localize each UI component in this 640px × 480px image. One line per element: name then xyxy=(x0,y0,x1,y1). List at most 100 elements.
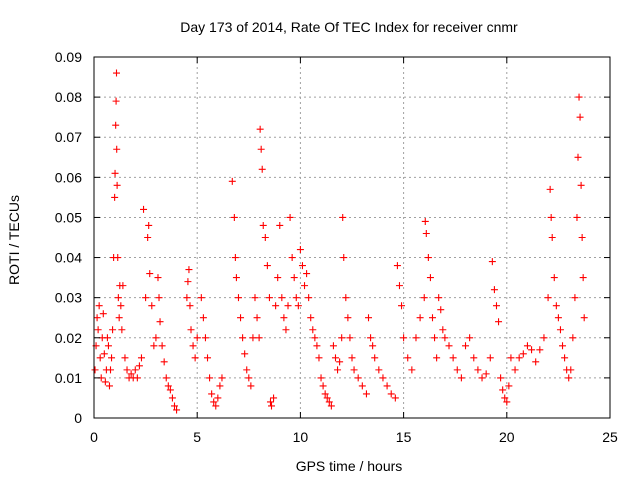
chart-title: Day 173 of 2014, Rate Of TEC Index for r… xyxy=(180,19,518,35)
data-point xyxy=(400,334,408,342)
x-tick-label: 15 xyxy=(396,429,412,445)
axis-ticks: 0 5 10 15 20 25 0 0.01 0.02 0.03 0.04 0.05 0.06 0.07 0… xyxy=(55,49,618,445)
data-point xyxy=(243,366,251,374)
data-point xyxy=(379,374,387,382)
data-point xyxy=(239,334,247,342)
data-point xyxy=(212,402,220,410)
data-point xyxy=(288,254,296,262)
data-point xyxy=(362,390,370,398)
data-point xyxy=(204,354,212,362)
data-point xyxy=(100,350,108,358)
data-point xyxy=(294,302,302,310)
data-point xyxy=(579,274,587,282)
data-point xyxy=(383,382,391,390)
data-point xyxy=(253,314,261,322)
data-point xyxy=(292,294,300,302)
data-point xyxy=(435,294,443,302)
data-point xyxy=(272,302,280,310)
data-point xyxy=(327,402,335,410)
data-point xyxy=(528,346,536,354)
data-point xyxy=(144,234,152,241)
data-point xyxy=(416,314,424,322)
data-point xyxy=(344,314,352,322)
data-point xyxy=(101,378,109,386)
data-point xyxy=(146,270,154,278)
data-point xyxy=(433,354,441,362)
data-point xyxy=(113,145,121,153)
data-point xyxy=(247,382,255,390)
data-point xyxy=(298,262,306,270)
data-point xyxy=(135,362,143,370)
y-axis-label: ROTI / TECUs xyxy=(6,195,22,285)
data-point xyxy=(466,334,474,342)
data-point xyxy=(119,282,127,290)
data-point xyxy=(325,398,333,406)
data-point xyxy=(305,294,313,302)
data-point xyxy=(270,394,278,402)
data-point xyxy=(313,342,321,350)
data-point xyxy=(256,125,264,133)
data-point xyxy=(131,366,139,374)
data-point xyxy=(323,394,331,402)
data-point xyxy=(142,294,150,302)
data-point xyxy=(95,302,103,310)
data-point xyxy=(387,390,395,398)
data-point xyxy=(478,374,486,382)
data-point xyxy=(112,97,120,105)
data-point xyxy=(189,342,197,350)
data-point xyxy=(148,302,156,310)
x-axis-label: GPS time / hours xyxy=(296,458,403,474)
data-point xyxy=(523,342,531,350)
data-point xyxy=(552,302,560,310)
data-point xyxy=(453,366,461,374)
data-point xyxy=(214,394,222,402)
grid-lines xyxy=(94,57,610,418)
data-point xyxy=(241,350,249,358)
y-tick-label: 0 xyxy=(74,410,82,426)
data-point xyxy=(104,342,112,350)
data-points xyxy=(91,69,588,414)
data-point xyxy=(350,366,358,374)
data-point xyxy=(284,302,292,310)
data-point xyxy=(462,342,470,350)
data-point xyxy=(336,358,344,366)
data-point xyxy=(109,326,117,334)
y-tick-label: 0.04 xyxy=(55,250,82,266)
data-point xyxy=(261,234,269,241)
data-point xyxy=(437,306,445,314)
data-point xyxy=(94,326,102,334)
data-point xyxy=(185,266,193,274)
data-point xyxy=(154,274,162,282)
data-point xyxy=(266,398,274,406)
data-point xyxy=(354,374,362,382)
data-point xyxy=(117,302,125,310)
x-tick-label: 0 xyxy=(90,429,98,445)
data-point xyxy=(511,366,519,374)
data-point xyxy=(315,354,323,362)
data-point xyxy=(309,326,317,334)
plot-frame xyxy=(93,56,611,419)
data-point xyxy=(158,342,166,350)
data-point xyxy=(113,181,121,189)
data-point xyxy=(234,294,242,302)
data-point xyxy=(152,334,160,342)
data-point xyxy=(317,374,325,382)
data-point xyxy=(340,254,348,262)
y-tick-label: 0.02 xyxy=(55,330,82,346)
data-point xyxy=(547,213,555,221)
data-point xyxy=(404,354,412,362)
data-point xyxy=(137,354,145,362)
data-point xyxy=(133,374,141,382)
data-point xyxy=(93,314,101,322)
data-point xyxy=(206,374,214,382)
y-tick-label: 0.01 xyxy=(55,370,82,386)
data-point xyxy=(488,258,496,266)
data-point xyxy=(208,390,216,398)
data-point xyxy=(164,382,172,390)
data-point xyxy=(578,234,586,241)
data-point xyxy=(536,346,544,354)
data-point xyxy=(186,302,194,310)
data-point xyxy=(369,342,377,350)
data-point xyxy=(210,398,218,406)
